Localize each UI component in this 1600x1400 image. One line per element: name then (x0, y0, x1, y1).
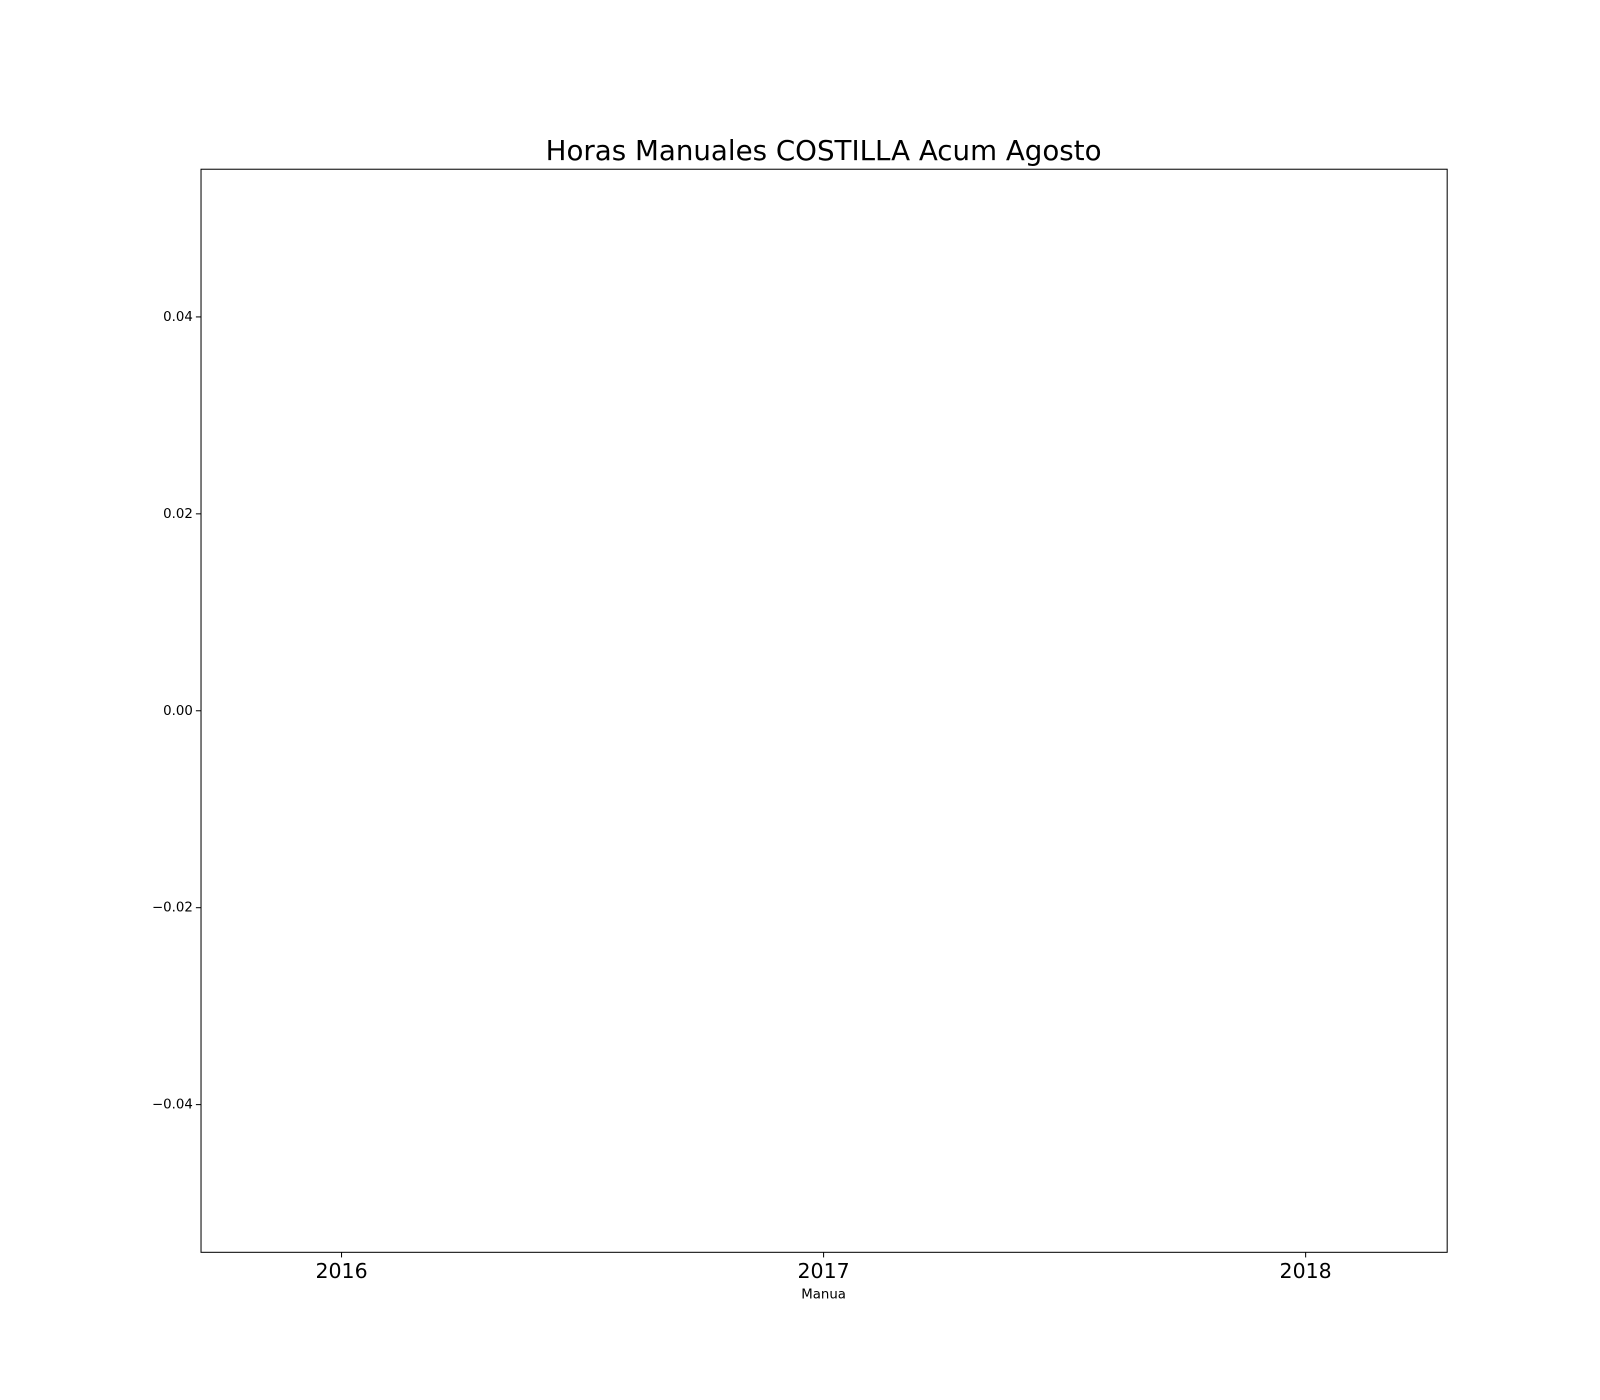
y-tick-label: −0.02 (152, 901, 193, 916)
chart-title: Horas Manuales COSTILLA Acum Agosto (546, 134, 1102, 167)
y-tick-label: 0.04 (163, 310, 193, 325)
x-tick-label: 2018 (1280, 1259, 1332, 1283)
x-tick-label: 2016 (315, 1259, 367, 1283)
y-tick-label: 0.02 (163, 507, 193, 522)
y-tick-label: −0.04 (152, 1098, 193, 1113)
y-tick-label: 0.00 (163, 704, 193, 719)
x-tick-label: 2017 (798, 1259, 850, 1283)
plot-frame (200, 168, 1448, 1253)
x-axis-label: Manua (801, 1287, 846, 1302)
